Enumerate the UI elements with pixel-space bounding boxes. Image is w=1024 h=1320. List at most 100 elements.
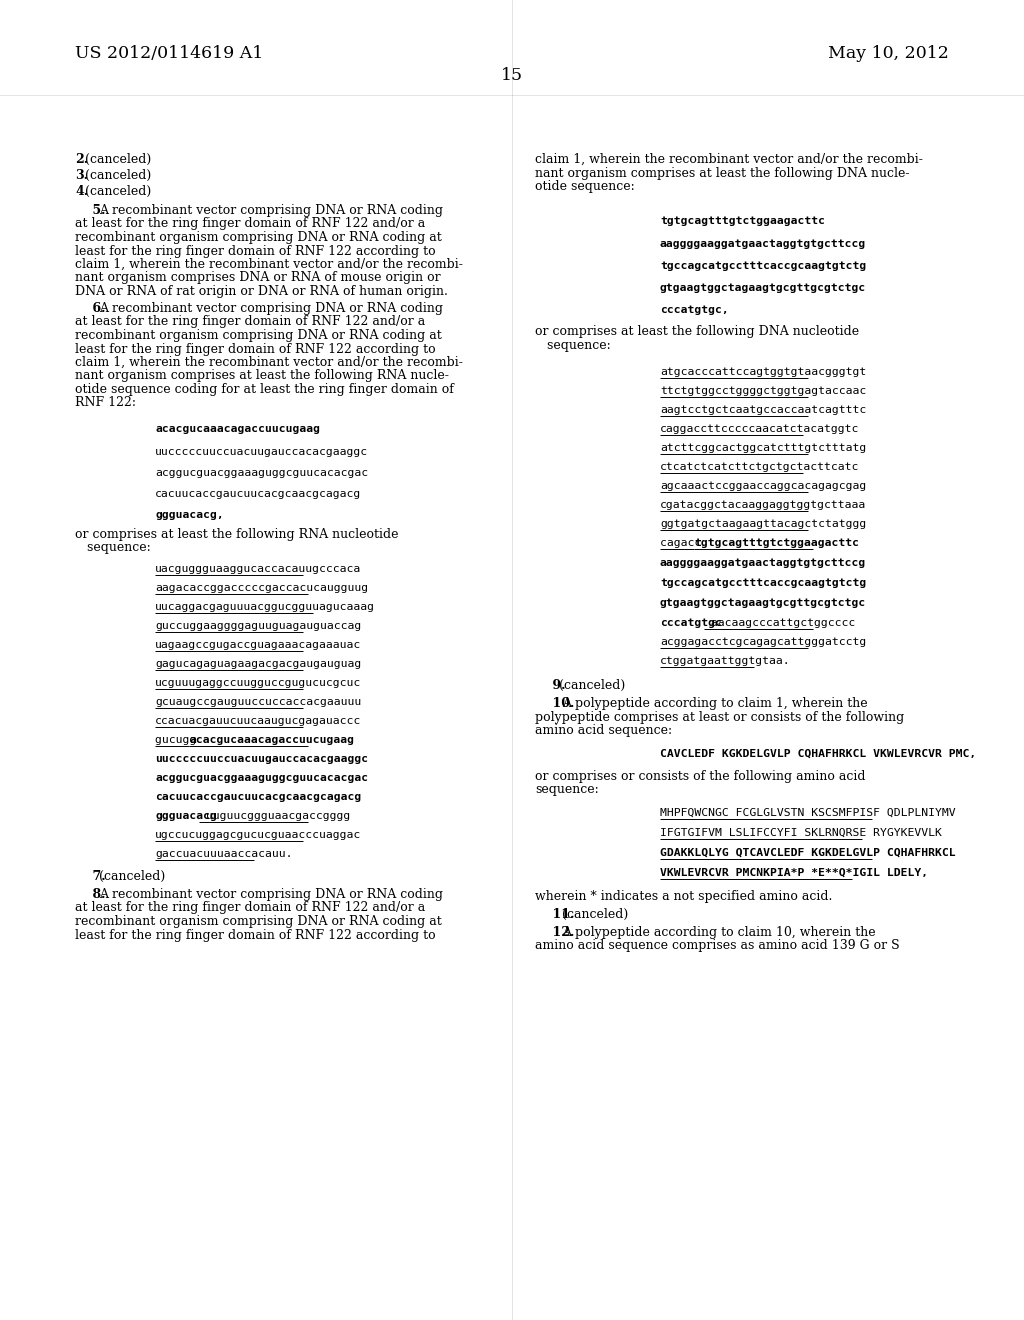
Text: US 2012/0114619 A1: US 2012/0114619 A1 xyxy=(75,45,263,62)
Text: at least for the ring finger domain of RNF 122 and/or a: at least for the ring finger domain of R… xyxy=(75,902,425,915)
Text: sequence:: sequence: xyxy=(535,784,599,796)
Text: ggtgatgctaagaagttacagctctatggg: ggtgatgctaagaagttacagctctatggg xyxy=(660,519,866,529)
Text: gagucagaguagaagacgacgaugauguag: gagucagaguagaagacgacgaugauguag xyxy=(155,659,361,669)
Text: acggucguacggaaaguggcguucacacgac: acggucguacggaaaguggcguucacacgac xyxy=(155,469,368,478)
Text: acggucguacggaaaguggcguucacacgac: acggucguacggaaaguggcguucacacgac xyxy=(155,774,368,783)
Text: acggagacctcgcagagcattgggatcctg: acggagacctcgcagagcattgggatcctg xyxy=(660,638,866,647)
Text: claim 1, wherein the recombinant vector and/or the recombi-: claim 1, wherein the recombinant vector … xyxy=(75,257,463,271)
Text: ugccucuggagcgucucguaacccuaggac: ugccucuggagcgucucguaacccuaggac xyxy=(155,830,361,840)
Text: CAVCLEDF KGKDELGVLP CQHAFHRKCL VKWLEVRCVR PMC,: CAVCLEDF KGKDELGVLP CQHAFHRKCL VKWLEVRCV… xyxy=(660,748,976,759)
Text: RNF 122:: RNF 122: xyxy=(75,396,136,409)
Text: aaggggaaggatgaactaggtgtgcttccg: aaggggaaggatgaactaggtgtgcttccg xyxy=(660,558,866,568)
Text: gcuaugccgauguuccuccaccacgaauuu: gcuaugccgauguuccuccaccacgaauuu xyxy=(155,697,361,708)
Text: IFGTGIFVM LSLIFCCYFI SKLRNQRSE RYGYKEVVLK: IFGTGIFVM LSLIFCCYFI SKLRNQRSE RYGYKEVVL… xyxy=(660,828,942,838)
Text: aacaagcccattgctggcccc: aacaagcccattgctggcccc xyxy=(705,618,856,628)
Text: tgccagcatgcctttcaccgcaagtgtctg: tgccagcatgcctttcaccgcaagtgtctg xyxy=(660,261,866,271)
Text: 3.: 3. xyxy=(75,169,88,182)
Text: A recombinant vector comprising DNA or RNA coding: A recombinant vector comprising DNA or R… xyxy=(98,888,442,902)
Text: GDAKKLQLYG QTCAVCLEDF KGKDELGVLP CQHAFHRKCL: GDAKKLQLYG QTCAVCLEDF KGKDELGVLP CQHAFHR… xyxy=(660,847,955,858)
Text: 12.: 12. xyxy=(535,927,574,939)
Text: amino acid sequence comprises as amino acid 139 G or S: amino acid sequence comprises as amino a… xyxy=(535,940,900,953)
Text: ttctgtggcctggggctggtgagtaccaac: ttctgtggcctggggctggtgagtaccaac xyxy=(660,385,866,396)
Text: 2.: 2. xyxy=(75,153,88,166)
Text: A polypeptide according to claim 10, wherein the: A polypeptide according to claim 10, whe… xyxy=(562,927,876,939)
Text: or comprises or consists of the following amino acid: or comprises or consists of the followin… xyxy=(535,770,865,783)
Text: atgcacccattccagtggtgtaacgggtgt: atgcacccattccagtggtgtaacgggtgt xyxy=(660,367,866,378)
Text: A recombinant vector comprising DNA or RNA coding: A recombinant vector comprising DNA or R… xyxy=(98,205,442,216)
Text: guccuggaaggggaguuguagauguaccag: guccuggaaggggaguuguagauguaccag xyxy=(155,620,361,631)
Text: May 10, 2012: May 10, 2012 xyxy=(828,45,949,62)
Text: cccatgtgc,: cccatgtgc, xyxy=(660,305,729,315)
Text: nant organism comprises at least the following DNA nucle-: nant organism comprises at least the fol… xyxy=(535,166,909,180)
Text: aaggggaaggatgaactaggtgtgcttccg: aaggggaaggatgaactaggtgtgcttccg xyxy=(660,239,866,249)
Text: at least for the ring finger domain of RNF 122 and/or a: at least for the ring finger domain of R… xyxy=(75,315,425,329)
Text: (canceled): (canceled) xyxy=(98,870,165,883)
Text: least for the ring finger domain of RNF 122 according to: least for the ring finger domain of RNF … xyxy=(75,928,435,941)
Text: uacguggguaaggucaccacauugcccaca: uacguggguaaggucaccacauugcccaca xyxy=(155,564,361,574)
Text: claim 1, wherein the recombinant vector and/or the recombi-: claim 1, wherein the recombinant vector … xyxy=(75,356,463,370)
Text: ctcatctcatcttctgctgctacttcatc: ctcatctcatcttctgctgctacttcatc xyxy=(660,462,859,473)
Text: nant organism comprises DNA or RNA of mouse origin or: nant organism comprises DNA or RNA of mo… xyxy=(75,272,440,285)
Text: aagacaccggacccccgaccacucaugguug: aagacaccggacccccgaccacucaugguug xyxy=(155,583,368,593)
Text: (canceled): (canceled) xyxy=(85,169,152,182)
Text: DNA or RNA of rat origin or DNA or RNA of human origin.: DNA or RNA of rat origin or DNA or RNA o… xyxy=(75,285,447,298)
Text: uucccccuuccuacuugauccacacgaaggc: uucccccuuccuacuugauccacacgaaggc xyxy=(155,447,368,457)
Text: cacuucaccgaucuucacgcaacgcagacg: cacuucaccgaucuucacgcaacgcagacg xyxy=(155,488,361,499)
Text: sequence:: sequence: xyxy=(535,338,610,351)
Text: ucguuugaggccuugguccgugucucgcuc: ucguuugaggccuugguccgugucucgcuc xyxy=(155,678,361,688)
Text: aagtcctgctcaatgccaccaatcagtttc: aagtcctgctcaatgccaccaatcagtttc xyxy=(660,405,866,414)
Text: gtgaagtggctagaagtgcgttgcgtctgc: gtgaagtggctagaagtgcgttgcgtctgc xyxy=(660,282,866,293)
Text: (canceled): (canceled) xyxy=(85,153,152,166)
Text: ccacuacgauucuucaaugucgagauaccc: ccacuacgauucuucaaugucgagauaccc xyxy=(155,715,361,726)
Text: otide sequence:: otide sequence: xyxy=(535,180,635,193)
Text: wherein * indicates a not specified amino acid.: wherein * indicates a not specified amin… xyxy=(535,890,833,903)
Text: atcttcggcactggcatctttgtctttatg: atcttcggcactggcatctttgtctttatg xyxy=(660,444,866,453)
Text: uagaagccgugaccguagaaacagaaauac: uagaagccgugaccguagaaacagaaauac xyxy=(155,640,361,649)
Text: or comprises at least the following RNA nucleotide: or comprises at least the following RNA … xyxy=(75,528,398,541)
Text: claim 1, wherein the recombinant vector and/or the recombi-: claim 1, wherein the recombinant vector … xyxy=(535,153,923,166)
Text: 7.: 7. xyxy=(75,870,105,883)
Text: (canceled): (canceled) xyxy=(558,678,625,692)
Text: 4.: 4. xyxy=(75,185,88,198)
Text: tgtgcagtttgtctggaagacttc: tgtgcagtttgtctggaagacttc xyxy=(694,539,859,548)
Text: VKWLEVRCVR PMCNKPIA*P *E**Q*IGIL LDELY,: VKWLEVRCVR PMCNKPIA*P *E**Q*IGIL LDELY, xyxy=(660,869,928,878)
Text: least for the ring finger domain of RNF 122 according to: least for the ring finger domain of RNF … xyxy=(75,244,435,257)
Text: MHPFQWCNGC FCGLGLVSTN KSCSMFPISF QDLPLNIYMV: MHPFQWCNGC FCGLGLVSTN KSCSMFPISF QDLPLNI… xyxy=(660,808,955,818)
Text: 5.: 5. xyxy=(75,205,105,216)
Text: agcaaactccggaaccaggcacagagcgag: agcaaactccggaaccaggcacagagcgag xyxy=(660,480,866,491)
Text: uuguucggguaacgaccgggg: uuguucggguaacgaccgggg xyxy=(200,810,350,821)
Text: ggguacacg,: ggguacacg, xyxy=(155,510,224,520)
Text: recombinant organism comprising DNA or RNA coding at: recombinant organism comprising DNA or R… xyxy=(75,231,441,244)
Text: least for the ring finger domain of RNF 122 according to: least for the ring finger domain of RNF … xyxy=(75,342,435,355)
Text: 6.: 6. xyxy=(75,302,105,315)
Text: gaccuacuuuaaccacauu.: gaccuacuuuaaccacauu. xyxy=(155,849,293,859)
Text: (canceled): (canceled) xyxy=(562,908,628,921)
Text: at least for the ring finger domain of RNF 122 and/or a: at least for the ring finger domain of R… xyxy=(75,218,425,231)
Text: cagacc: cagacc xyxy=(660,539,709,548)
Text: uucaggacgaguuuacggucgguuagucaaag: uucaggacgaguuuacggucgguuagucaaag xyxy=(155,602,375,612)
Text: acacgucaaacagaccuucugaag: acacgucaaacagaccuucugaag xyxy=(155,424,319,434)
Text: 10.: 10. xyxy=(535,697,574,710)
Text: gucugg: gucugg xyxy=(155,735,203,744)
Text: 8.: 8. xyxy=(75,888,105,902)
Text: sequence:: sequence: xyxy=(75,541,151,554)
Text: acacgucaaacagaccuucugaag: acacgucaaacagaccuucugaag xyxy=(189,735,354,744)
Text: cgatacggctacaaggaggtggtgcttaaa: cgatacggctacaaggaggtggtgcttaaa xyxy=(660,500,866,510)
Text: recombinant organism comprising DNA or RNA coding at: recombinant organism comprising DNA or R… xyxy=(75,915,441,928)
Text: A recombinant vector comprising DNA or RNA coding: A recombinant vector comprising DNA or R… xyxy=(98,302,442,315)
Text: uucccccuuccuacuugauccacacgaaggc: uucccccuuccuacuugauccacacgaaggc xyxy=(155,754,368,764)
Text: 9.: 9. xyxy=(535,678,565,692)
Text: tgtgcagtttgtctggaagacttc: tgtgcagtttgtctggaagacttc xyxy=(660,216,825,226)
Text: 15: 15 xyxy=(501,67,523,84)
Text: 11.: 11. xyxy=(535,908,574,921)
Text: otide sequence coding for at least the ring finger domain of: otide sequence coding for at least the r… xyxy=(75,383,454,396)
Text: cccatgtgc: cccatgtgc xyxy=(660,618,722,628)
Text: recombinant organism comprising DNA or RNA coding at: recombinant organism comprising DNA or R… xyxy=(75,329,441,342)
Text: gtgaagtggctagaagtgcgttgcgtctgc: gtgaagtggctagaagtgcgttgcgtctgc xyxy=(660,598,866,609)
Text: amino acid sequence:: amino acid sequence: xyxy=(535,723,672,737)
Text: nant organism comprises at least the following RNA nucle-: nant organism comprises at least the fol… xyxy=(75,370,449,383)
Text: polypeptide comprises at least or consists of the following: polypeptide comprises at least or consis… xyxy=(535,710,904,723)
Text: ctggatgaattggtgtaa.: ctggatgaattggtgtaa. xyxy=(660,656,791,667)
Text: A polypeptide according to claim 1, wherein the: A polypeptide according to claim 1, wher… xyxy=(562,697,867,710)
Text: ggguacacg: ggguacacg xyxy=(155,810,217,821)
